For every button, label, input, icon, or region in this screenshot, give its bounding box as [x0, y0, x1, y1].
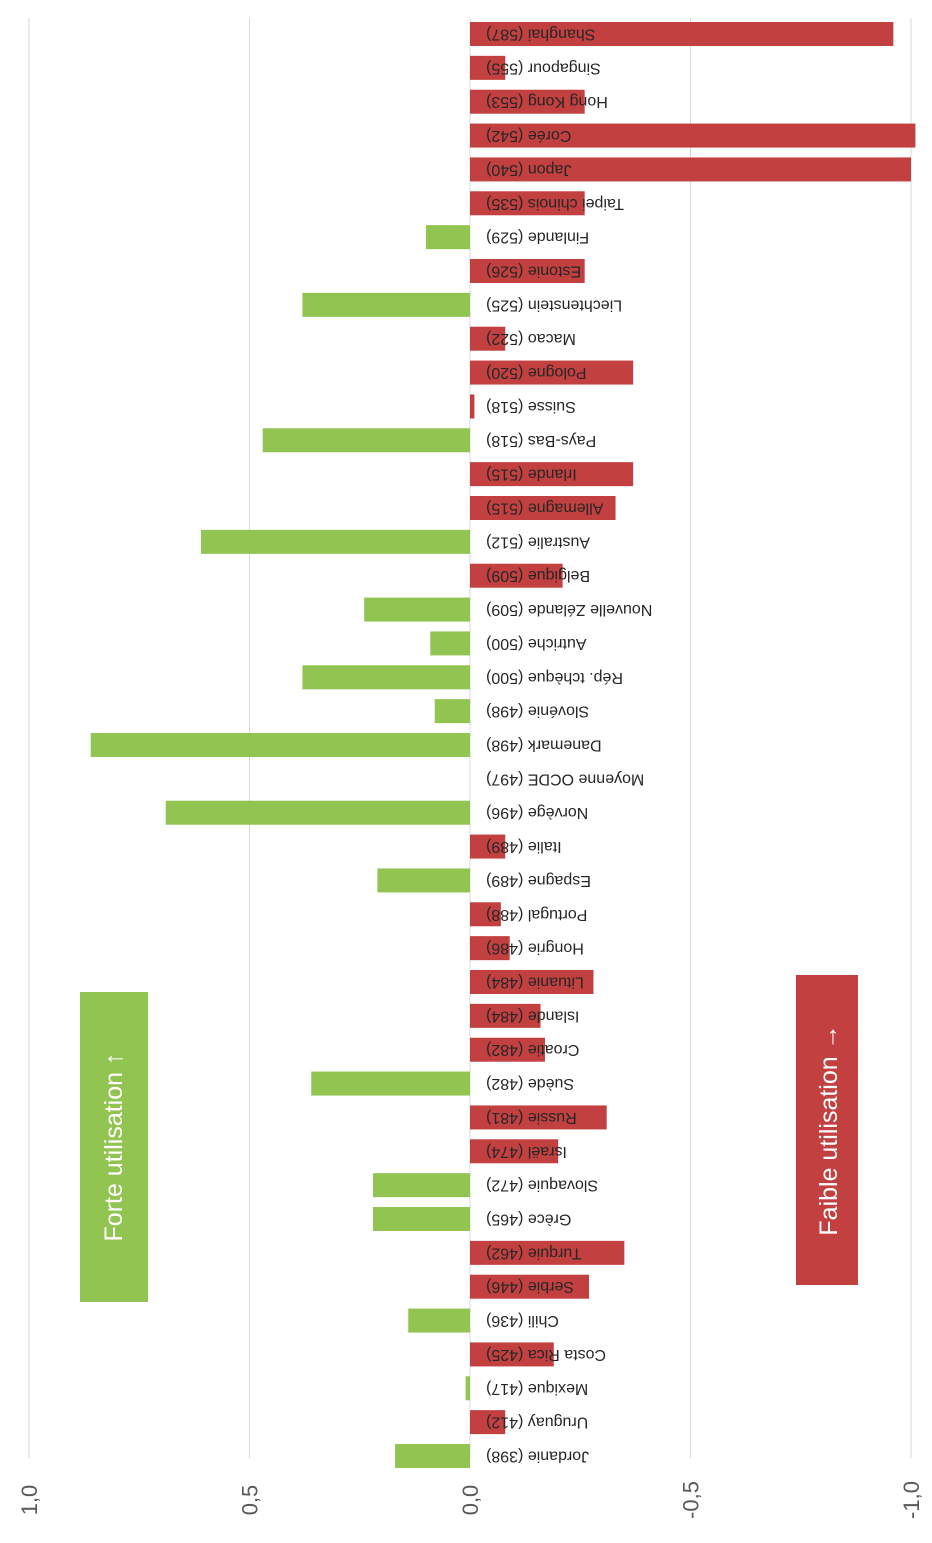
annotation-negative: Faible utilisation →: [796, 975, 858, 1285]
category-label: Italie (489): [486, 838, 562, 855]
bar: [430, 631, 470, 655]
category-label: Autriche (500): [486, 635, 587, 652]
category-label: Grèce (465): [486, 1211, 571, 1228]
category-label: Lituanie (484): [486, 974, 584, 991]
category-label: Pologne (520): [486, 364, 587, 381]
annotation-positive: Forte utilisation ↑: [80, 992, 148, 1302]
category-label: Macao (522): [486, 330, 576, 347]
bar: [395, 1444, 470, 1468]
bar: [91, 733, 470, 757]
bar: [373, 1173, 470, 1197]
category-label: Taipei chinois (535): [486, 195, 624, 212]
bar: [466, 1376, 470, 1400]
category-label: Espagne (489): [486, 872, 591, 889]
category-label: Australie (512): [486, 533, 590, 550]
category-label: Slovaquie (472): [486, 1177, 598, 1194]
category-label: Suède (482): [486, 1075, 574, 1092]
category-label: Nouvelle Zélande (509): [486, 601, 652, 618]
category-label: Mexique (417): [486, 1380, 588, 1397]
category-label: Turquie (462): [486, 1244, 581, 1261]
category-label: Singapour (555): [486, 59, 601, 76]
annotation-positive-label: Forte utilisation ↑: [100, 1053, 128, 1242]
category-label: Rép. tchèque (500): [486, 669, 623, 686]
category-label: Corée (542): [486, 127, 571, 144]
category-label: Slovénie (498): [486, 703, 589, 720]
category-label: Jordanie (398): [486, 1448, 589, 1465]
tick-label: 0,0: [458, 1485, 483, 1516]
category-label: Pays-Bas (518): [486, 432, 596, 449]
bar: [311, 1072, 470, 1096]
category-label: Hongrie (486): [486, 940, 584, 957]
bar: [408, 1309, 470, 1333]
category-label: Chili (436): [486, 1312, 559, 1329]
category-label: Islande (484): [486, 1007, 579, 1024]
bar: [435, 699, 470, 723]
tick-label: 0,5: [238, 1485, 263, 1516]
category-label: Uruguay (412): [486, 1414, 588, 1431]
tick-label: -0,5: [679, 1481, 704, 1519]
category-label: Moyenne OCDE (497): [486, 770, 644, 787]
category-label: Israël (474): [486, 1143, 567, 1160]
category-label: Liechtenstein (525): [486, 296, 622, 313]
category-label: Finlande (529): [486, 229, 589, 246]
bar: [263, 428, 470, 452]
bar: [166, 801, 470, 825]
bar: [377, 868, 470, 892]
tick-label: 1,0: [17, 1485, 42, 1516]
category-label: Shanghai (587): [486, 26, 595, 43]
category-label: Hong Kong (553): [486, 93, 608, 110]
category-label: Irlande (515): [486, 466, 577, 483]
bar: [302, 293, 470, 317]
bar: [470, 394, 474, 418]
category-label: Russie (481): [486, 1109, 577, 1126]
bar: [364, 598, 470, 622]
category-label: Croatie (482): [486, 1041, 579, 1058]
category-label: Allemagne (515): [486, 500, 603, 517]
category-label: Japon (540): [486, 161, 571, 178]
category-label: Estonie (526): [486, 263, 581, 280]
category-label: Serbie (446): [486, 1278, 574, 1295]
category-label: Belgique (509): [486, 567, 590, 584]
bar-labels: Shanghai (587) Singapour (555) Hong Kong (…: [486, 26, 652, 1465]
bar: [373, 1207, 470, 1231]
tick-label: -1,0: [899, 1481, 924, 1519]
category-label: Danemark (498): [486, 737, 602, 754]
category-label: Costa Rica (425): [486, 1346, 606, 1363]
category-label: Suisse (518): [486, 398, 576, 415]
category-label: Portugal (488): [486, 906, 587, 923]
bar: [426, 225, 470, 249]
bar: [201, 530, 470, 554]
category-label: Norvège (496): [486, 804, 588, 821]
bar: [302, 665, 470, 689]
annotation-negative-label: Faible utilisation →: [815, 1024, 843, 1235]
axis-tick-labels: 1,0 0,5 0,0 -0,5 -1,0: [17, 1481, 924, 1519]
